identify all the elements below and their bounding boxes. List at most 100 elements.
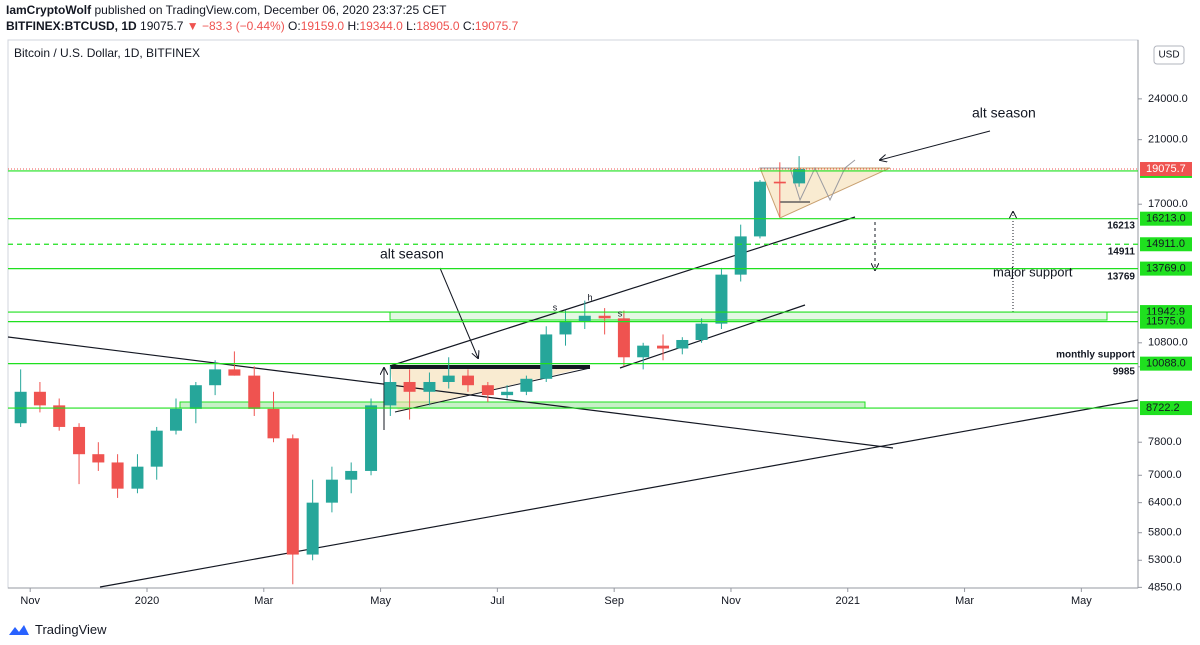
annotation: s	[618, 308, 623, 318]
annotation: s	[553, 302, 558, 312]
ohlc-value: 18905.0	[416, 19, 460, 33]
candle-body	[365, 405, 378, 471]
y-tick-label: 5800.0	[1148, 527, 1182, 539]
candle-body	[228, 369, 241, 376]
level-label-bg	[1140, 356, 1192, 371]
candle-body	[189, 385, 202, 409]
y-tick-label: 24000.0	[1148, 93, 1188, 105]
candle-body	[169, 408, 182, 431]
level-label: 16213.0	[1146, 213, 1186, 225]
y-tick-label: 6400.0	[1148, 497, 1182, 509]
candle-body	[657, 345, 670, 349]
x-tick-label: Jul	[490, 595, 504, 607]
y-tick-label: 4850.0	[1148, 581, 1182, 593]
ohlc-value: 19159.0	[300, 19, 345, 33]
level-label: 11575.0	[1146, 316, 1185, 328]
y-tick-label: 17000.0	[1148, 198, 1188, 210]
price: 19075.7	[140, 19, 184, 33]
candle-body	[423, 381, 436, 392]
candle-body	[637, 345, 650, 358]
trendline	[8, 336, 894, 449]
candle-body	[306, 502, 319, 555]
candle-body	[501, 391, 514, 396]
last-price-bg	[1140, 162, 1192, 177]
candle-body	[92, 454, 105, 463]
x-tick-label: Nov	[20, 595, 40, 607]
level-label: 13769.0	[1146, 263, 1186, 275]
trendline	[99, 399, 1138, 588]
candle-body	[793, 169, 806, 184]
candle-body	[676, 339, 689, 349]
candle-body	[209, 369, 222, 386]
level-label: 14911.0	[1146, 238, 1185, 250]
candle-body	[73, 426, 86, 455]
candle-body	[384, 381, 397, 406]
candle-body	[248, 375, 261, 409]
annotation: 13769	[1107, 272, 1135, 283]
ohlc-key: O:	[288, 19, 301, 33]
candle-body	[286, 438, 299, 555]
level-label: 10088.0	[1146, 358, 1186, 370]
candle-body	[540, 334, 553, 379]
x-tick-label: May	[1071, 595, 1092, 607]
ohlc-h: H:19344.0	[347, 19, 402, 33]
change: ▼ −83.3 (−0.44%)	[186, 19, 285, 33]
ohlc-o: O:19159.0	[288, 19, 344, 33]
currency-label[interactable]: USD	[1158, 50, 1179, 61]
candle-body	[461, 375, 474, 386]
candle-body	[773, 181, 786, 184]
annotation: 9985	[1113, 367, 1136, 378]
zone	[389, 311, 1108, 321]
x-tick-label: May	[370, 595, 391, 607]
candle-body	[734, 236, 747, 275]
header-line-2: BITFINEX:BTCUSD, 1D 19075.7 ▼ −83.3 (−0.…	[6, 18, 518, 34]
candle-body	[111, 462, 124, 489]
candle-body	[267, 408, 280, 439]
candle-body	[33, 391, 46, 406]
header: IamCryptoWolf published on TradingView.c…	[6, 2, 518, 34]
range-box	[390, 365, 590, 369]
annotation: 14911	[1108, 247, 1136, 258]
y-tick-label: 10800.0	[1148, 337, 1188, 349]
pattern-triangle	[759, 167, 891, 219]
drawings	[8, 130, 1138, 588]
ohlc-l: L:18905.0	[406, 19, 459, 33]
level-label-bg	[1140, 237, 1192, 252]
author[interactable]: IamCryptoWolf	[6, 3, 92, 17]
candle-body	[695, 323, 708, 340]
candle-body	[325, 479, 338, 503]
ohlc-key: C:	[462, 19, 475, 33]
logo	[9, 624, 29, 635]
x-tick-label: Nov	[721, 595, 741, 607]
header-line-1: IamCryptoWolf published on TradingView.c…	[6, 2, 518, 18]
x-tick-label: Mar	[254, 595, 273, 607]
ohlc-c: C:19075.7	[463, 19, 518, 33]
candle-body	[403, 381, 416, 392]
x-tick-label: Mar	[955, 595, 974, 607]
chart-title: Bitcoin / U.S. Dollar, 1D, BITFINEX	[14, 46, 200, 60]
trendline	[619, 304, 806, 369]
annotation: monthly support	[1056, 350, 1136, 361]
candle-body	[131, 466, 144, 489]
candle-body	[345, 470, 358, 480]
currency-button[interactable]	[1153, 45, 1185, 65]
level-label-bg	[1140, 401, 1192, 416]
candle-body	[442, 375, 455, 382]
annotation: 16213	[1107, 221, 1135, 232]
level-label-bg	[1140, 261, 1192, 276]
symbol: BITFINEX:BTCUSD, 1D	[6, 19, 137, 33]
candle-body	[617, 318, 630, 358]
level-label: 8722.2	[1146, 402, 1180, 414]
published: published on TradingView.com, December 0…	[94, 3, 447, 17]
candle-body	[481, 385, 494, 396]
ohlc-key: L:	[406, 19, 417, 33]
arrow	[439, 267, 478, 358]
last-price-label: 19075.7	[1146, 163, 1186, 175]
annotation: h	[587, 292, 592, 302]
candle-body	[559, 320, 572, 335]
arrow	[880, 130, 991, 160]
brand[interactable]: TradingView	[35, 622, 107, 637]
y-tick-label: 7800.0	[1148, 436, 1182, 448]
